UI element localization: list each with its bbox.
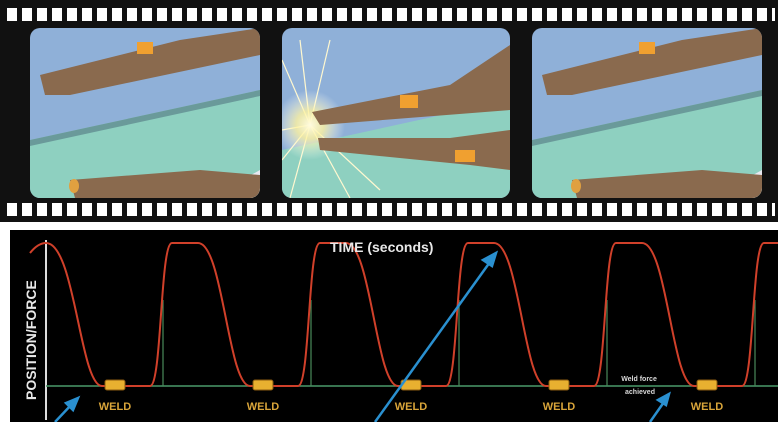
weld-label: WELD <box>543 401 575 413</box>
time-axis-label: TIME (seconds) <box>330 239 433 255</box>
weld-pad <box>696 379 718 391</box>
frame-weld <box>282 28 510 198</box>
position-force-curve <box>29 241 778 387</box>
weld-pad <box>104 379 126 391</box>
weld-pad <box>252 379 274 391</box>
annotation: Weld force achieved <box>621 376 659 396</box>
frame-open <box>30 28 260 198</box>
position-axis-label: POSITION/FORCE <box>23 280 39 400</box>
frame-open <box>532 28 762 198</box>
graph-panel: WELD WELD WELD WELD WELD TIME (seconds) POSI… <box>10 230 778 422</box>
weld-pad <box>548 379 570 391</box>
weld-label: WELD <box>395 401 427 413</box>
film-strip <box>0 0 778 222</box>
weld-label: WELD <box>99 401 131 413</box>
weld-label: WELD <box>247 401 279 413</box>
arrows <box>54 250 671 422</box>
weld-label: WELD <box>691 401 723 413</box>
